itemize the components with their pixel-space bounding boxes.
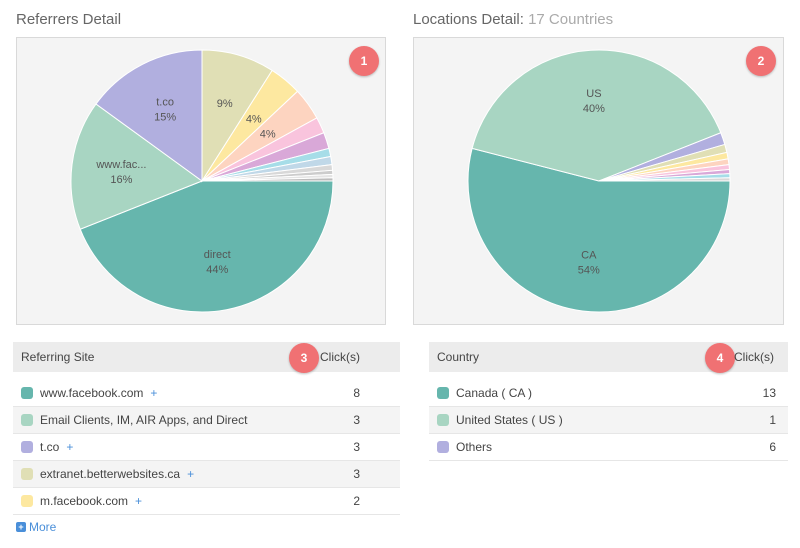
referrers-slice-pct-0: 44% — [206, 264, 228, 276]
row-name: www.facebook.com — [40, 386, 144, 400]
table-row[interactable]: Others 6 — [429, 434, 788, 461]
expand-plus-icon[interactable]: + — [150, 386, 158, 400]
locations-slice-0[interactable] — [467, 147, 731, 313]
row-clicks: 8 — [353, 386, 360, 400]
legend-swatch — [437, 414, 449, 426]
more-link[interactable]: + More — [16, 520, 56, 534]
locations-table: Country 4 Click(s) Canada ( CA ) 13 United… — [429, 342, 788, 461]
column-header-country: Country — [437, 350, 480, 364]
referrers-slice-1[interactable] — [70, 103, 204, 230]
locations-slice-9[interactable] — [598, 177, 731, 182]
locations-pie-panel: CA 54% US 40% 2 — [413, 37, 784, 325]
referrers-pie-chart[interactable]: direct 44% www.fac... 16% t.co 15% 9% 4% 4% — [17, 38, 387, 326]
referrers-slice-pct-4: 4% — [246, 113, 262, 125]
plus-square-icon: + — [16, 522, 26, 532]
referrers-slice-pct-2: 15% — [154, 112, 176, 124]
row-clicks: 13 — [762, 386, 776, 400]
referrers-pie-panel: direct 44% www.fac... 16% t.co 15% 9% 4% 4% 1 — [16, 37, 386, 325]
badge-1: 1 — [349, 46, 379, 76]
locations-table-header: Country 4 Click(s) — [429, 342, 788, 373]
referrers-title: Referrers Detail — [16, 11, 121, 28]
badge-3: 3 — [289, 343, 319, 373]
referrers-slice-pct-3: 9% — [217, 98, 233, 110]
row-clicks: 1 — [769, 413, 776, 427]
expand-plus-icon[interactable]: + — [66, 440, 74, 454]
referrers-slice-pct-5: 4% — [260, 128, 276, 140]
locations-slice-pct-0: 54% — [578, 265, 600, 277]
legend-swatch — [21, 468, 33, 480]
row-name: m.facebook.com — [40, 494, 129, 508]
legend-swatch — [21, 441, 33, 453]
badge-2: 2 — [746, 46, 776, 76]
table-row[interactable]: www.facebook.com +8 — [13, 380, 400, 407]
locations-slice-1[interactable] — [471, 49, 722, 182]
legend-swatch — [437, 441, 449, 453]
referrers-table-header: Referring Site 3 Click(s) — [13, 342, 400, 373]
referrers-slice-13[interactable] — [201, 177, 334, 182]
row-clicks: 2 — [353, 494, 360, 508]
locations-pie-chart[interactable]: CA 54% US 40% — [414, 38, 785, 326]
row-clicks: 6 — [769, 440, 776, 454]
column-header-clicks[interactable]: Click(s) — [734, 350, 774, 364]
table-row[interactable]: t.co +3 — [13, 434, 400, 461]
referrers-slice-label-1: www.fac... — [95, 159, 146, 171]
legend-swatch — [21, 387, 33, 399]
table-row[interactable]: extranet.betterwebsites.ca +3 — [13, 461, 400, 488]
expand-plus-icon[interactable]: + — [135, 494, 143, 508]
referrers-slice-pct-1: 16% — [110, 174, 132, 186]
row-clicks: 3 — [353, 467, 360, 481]
row-name: t.co — [40, 440, 60, 454]
row-name: Canada ( CA ) — [456, 386, 533, 400]
more-link-label: More — [29, 520, 57, 534]
locations-slice-label-0: CA — [581, 250, 597, 262]
expand-plus-icon[interactable]: + — [187, 467, 195, 481]
legend-swatch — [437, 387, 449, 399]
referrers-slice-label-2: t.co — [156, 97, 174, 109]
row-name: Others — [456, 440, 493, 454]
column-header-clicks[interactable]: Click(s) — [320, 350, 360, 364]
locations-count: 17 Countries — [528, 11, 614, 28]
referrers-table: Referring Site 3 Click(s) www.facebook.c… — [13, 342, 400, 515]
locations-title: Locations Detail: 17 Countries — [413, 11, 613, 28]
referrers-slice-2[interactable] — [95, 49, 203, 182]
table-row[interactable]: m.facebook.com +2 — [13, 488, 400, 515]
table-row[interactable]: United States ( US ) 1 — [429, 407, 788, 434]
column-header-site: Referring Site — [21, 350, 95, 364]
referrers-slice-label-0: direct — [204, 249, 231, 261]
row-clicks: 3 — [353, 440, 360, 454]
legend-swatch — [21, 495, 33, 507]
referrers-title-text: Referrers Detail — [16, 11, 122, 28]
row-name: Email Clients, IM, AIR Apps, and Direct — [40, 413, 248, 427]
row-name: United States ( US ) — [456, 413, 563, 427]
badge-4: 4 — [705, 343, 735, 373]
row-name: extranet.betterwebsites.ca — [40, 467, 181, 481]
locations-slice-label-1: US — [586, 88, 601, 100]
locations-title-text: Locations Detail: — [413, 11, 524, 28]
referrers-slice-0[interactable] — [79, 180, 334, 313]
locations-slice-pct-1: 40% — [583, 103, 605, 115]
legend-swatch — [21, 414, 33, 426]
table-row[interactable]: Email Clients, IM, AIR Apps, and Direct 3 — [13, 407, 400, 434]
row-clicks: 3 — [353, 413, 360, 427]
table-row[interactable]: Canada ( CA ) 13 — [429, 380, 788, 407]
